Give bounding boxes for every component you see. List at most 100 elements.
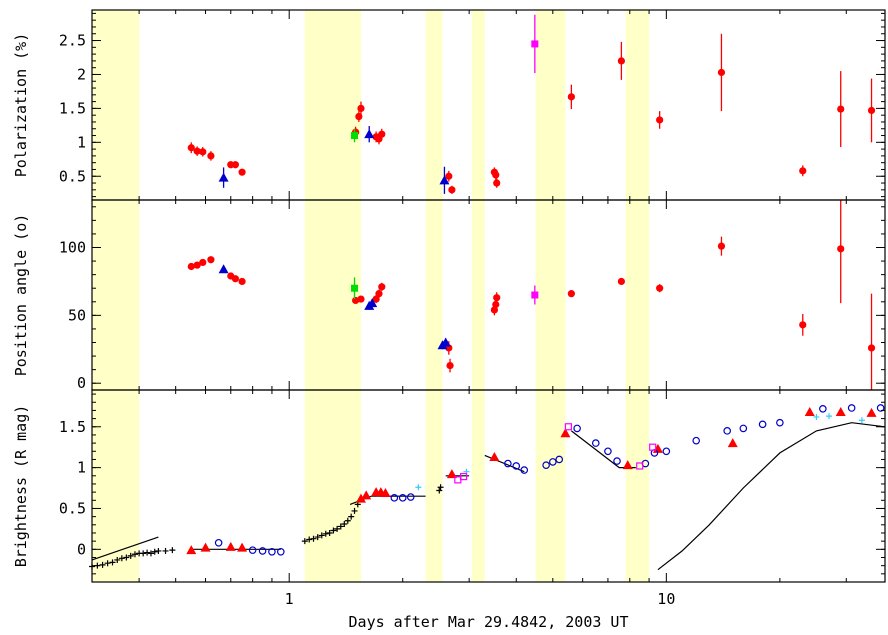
data-point <box>662 447 671 456</box>
data-point <box>567 93 575 101</box>
data-point <box>268 547 276 556</box>
panel-frame <box>91 9 886 201</box>
data-point <box>367 298 378 308</box>
data-point <box>567 290 575 298</box>
data-point <box>826 413 833 420</box>
data-point <box>218 172 229 182</box>
data-point <box>151 548 158 555</box>
model-line <box>657 422 886 571</box>
y-tick-label: 1.5 <box>59 418 86 436</box>
data-point <box>617 57 625 65</box>
data-point <box>819 404 827 413</box>
data-point <box>147 550 154 557</box>
data-point <box>542 461 550 469</box>
model-line <box>91 536 159 561</box>
data-point <box>436 487 443 494</box>
data-point <box>415 484 422 491</box>
shaded-interval <box>535 10 566 582</box>
data-point <box>804 407 815 417</box>
data-point <box>378 130 386 138</box>
axes: 0.5 1 1.5 2 2.5 0 50 100 0 0.5 1 1.5 1 10 <box>59 9 886 608</box>
data-point <box>231 161 239 169</box>
data-point <box>378 283 386 291</box>
data-point <box>140 550 147 557</box>
data-point <box>549 458 557 466</box>
data-point <box>310 535 317 542</box>
polarization-axis-label: Polarization (%) <box>12 33 30 178</box>
data-points <box>89 14 885 570</box>
data-point <box>813 413 820 420</box>
y-tick-label: 0 <box>77 540 86 558</box>
data-point <box>799 321 807 329</box>
data-point <box>258 547 267 555</box>
data-point <box>218 264 229 274</box>
data-point <box>334 525 341 532</box>
data-point <box>656 284 664 292</box>
data-point <box>372 295 380 303</box>
data-point <box>351 132 359 140</box>
data-point <box>492 300 500 309</box>
data-point <box>322 530 329 537</box>
data-point <box>155 547 162 554</box>
data-point <box>493 179 501 187</box>
data-point <box>493 294 501 302</box>
data-point <box>207 152 215 160</box>
data-point <box>314 534 321 541</box>
data-point <box>238 168 246 176</box>
y-tick-label: 0.5 <box>59 167 86 185</box>
y-tick-label: 50 <box>68 306 86 324</box>
data-point <box>104 560 111 567</box>
data-point <box>199 258 207 267</box>
data-point <box>326 529 333 536</box>
y-tick-label: 2 <box>77 65 86 83</box>
position-angle-axis-label: Position angle (o) <box>12 214 30 377</box>
data-point <box>380 487 391 497</box>
data-point <box>237 542 248 552</box>
data-point <box>439 175 450 185</box>
data-point <box>193 261 201 269</box>
data-point <box>361 490 372 500</box>
data-point <box>187 262 195 271</box>
data-point <box>348 513 355 520</box>
data-point <box>306 536 313 543</box>
data-point <box>193 147 201 155</box>
data-point <box>214 538 223 547</box>
data-point <box>123 554 130 561</box>
data-point <box>225 541 236 551</box>
data-point <box>799 167 807 175</box>
data-point <box>531 40 539 48</box>
data-point <box>118 555 125 562</box>
x-axis-label: Days after Mar 29.4842, 2003 UT <box>349 613 629 631</box>
data-point <box>114 556 121 563</box>
data-point <box>351 507 358 514</box>
data-point <box>564 423 573 431</box>
data-point <box>512 462 521 470</box>
shaded-interval <box>92 10 140 582</box>
data-point <box>169 547 176 554</box>
data-point <box>440 337 451 347</box>
data-point <box>555 455 564 464</box>
data-point <box>717 68 726 77</box>
y-tick-label: 0.5 <box>59 499 86 517</box>
data-point <box>248 546 257 554</box>
data-point <box>301 538 308 545</box>
panel-frame <box>91 199 886 391</box>
data-point <box>364 129 375 139</box>
data-point <box>459 473 468 481</box>
data-point <box>318 532 325 539</box>
data-point <box>504 459 512 468</box>
data-point <box>390 494 399 502</box>
data-point <box>617 277 625 286</box>
data-point <box>238 277 246 286</box>
data-point <box>199 148 207 156</box>
data-point <box>492 171 500 179</box>
data-point <box>437 484 444 491</box>
data-point <box>330 527 337 534</box>
shaded-interval <box>425 10 443 582</box>
data-point <box>717 242 726 250</box>
y-tick-label: 0 <box>77 374 86 392</box>
data-point <box>99 561 106 568</box>
data-point <box>357 104 365 112</box>
data-point <box>351 284 359 292</box>
shaded-interval <box>304 10 361 582</box>
